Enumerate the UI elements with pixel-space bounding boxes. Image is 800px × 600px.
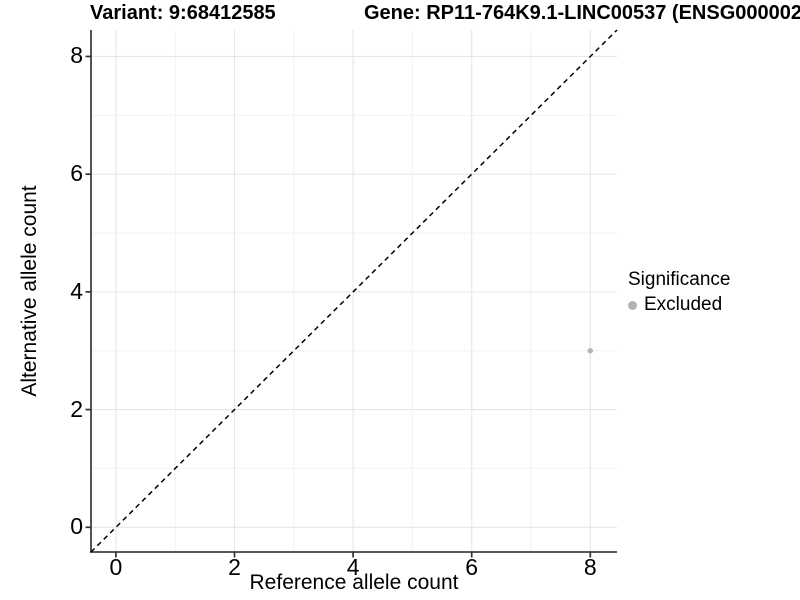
x-tick-label: 6 (465, 554, 479, 580)
gene-title: Gene: RP11-764K9.1-LINC00537 (ENSG000002 (364, 2, 800, 24)
x-tick-label: 2 (228, 554, 241, 580)
x-axis-title: Reference allele count (249, 571, 459, 594)
identity-line (90, 29, 618, 553)
y-axis-title: Alternative allele count (18, 185, 41, 397)
legend-title: Significance (628, 269, 731, 290)
data-point (587, 348, 594, 354)
y-tick-label: 0 (70, 513, 83, 540)
legend: Significance Excluded (628, 268, 730, 316)
y-tick-label: 6 (70, 160, 83, 187)
y-tick-label: 4 (70, 277, 83, 304)
x-tick-label: 8 (583, 554, 597, 580)
y-tick-label: 2 (70, 395, 83, 422)
legend-item-excluded: Excluded (628, 294, 730, 316)
legend-item-label: Excluded (644, 294, 723, 315)
legend-excluded-dot-icon (628, 300, 637, 310)
variant-title: Variant: 9:68412585 (90, 2, 276, 24)
x-tick-label: 0 (109, 554, 123, 580)
y-tick-label: 8 (70, 42, 83, 69)
x-tick-label: 4 (346, 554, 360, 580)
